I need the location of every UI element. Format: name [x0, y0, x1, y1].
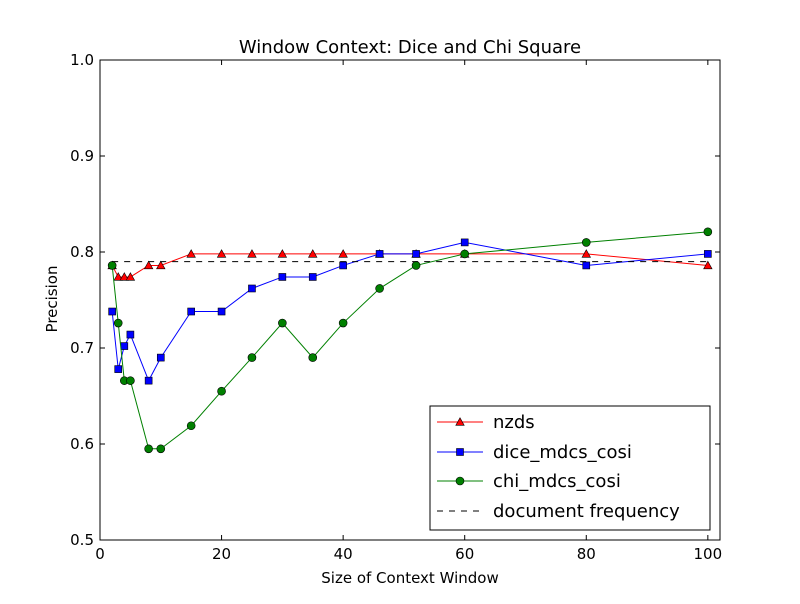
y-axis-label: Precision	[43, 266, 61, 333]
legend-marker	[456, 448, 464, 456]
data-point	[277, 249, 288, 258]
x-tick-label: 0	[95, 545, 105, 563]
data-point	[126, 330, 135, 339]
data-point	[704, 250, 712, 258]
data-point	[582, 261, 591, 270]
data-point	[114, 365, 123, 373]
data-point	[143, 260, 154, 270]
y-tick-label: 0.9	[70, 147, 94, 165]
data-point	[156, 353, 165, 362]
data-point	[186, 249, 196, 258]
data-point	[248, 284, 256, 293]
data-point	[108, 307, 116, 316]
data-point	[703, 260, 713, 270]
dice-mdcs-cosi-series	[108, 238, 712, 385]
data-point	[581, 238, 591, 247]
data-point	[278, 273, 287, 281]
data-point	[113, 272, 123, 281]
data-point	[308, 353, 318, 362]
data-point	[126, 376, 135, 385]
y-tick-label: 0.7	[70, 339, 94, 357]
data-point	[375, 284, 384, 293]
legend-label: dice_mdcs_cosi	[493, 442, 632, 463]
legend-label: document frequency	[493, 501, 680, 522]
data-point	[460, 238, 469, 247]
legend-label: nzds	[493, 412, 535, 433]
data-point	[186, 421, 196, 431]
data-point	[308, 273, 317, 281]
data-point	[120, 342, 129, 350]
y-tick-label: 0.6	[70, 435, 94, 453]
data-point	[412, 250, 420, 258]
y-tick-label: 0.5	[70, 531, 94, 549]
data-point	[338, 249, 348, 258]
data-point	[107, 261, 117, 270]
data-point	[460, 249, 470, 259]
x-tick-label: 20	[212, 545, 231, 563]
data-point	[338, 318, 348, 328]
legend-entry: dice_mdcs_cosi	[437, 442, 632, 463]
y-tick-label: 0.8	[70, 243, 94, 261]
data-point	[156, 444, 166, 454]
data-point	[247, 353, 257, 362]
data-point	[216, 249, 227, 258]
data-point	[308, 249, 318, 258]
data-point	[125, 272, 136, 281]
x-axis-label: Size of Context Window	[321, 569, 498, 587]
data-point	[144, 444, 153, 454]
legend-marker	[455, 417, 465, 426]
data-point	[119, 272, 130, 281]
legend-entry: chi_mdcs_cosi	[437, 471, 621, 492]
data-point	[581, 249, 591, 258]
data-point	[144, 376, 153, 385]
data-point	[278, 318, 287, 328]
plot-series	[107, 227, 713, 454]
x-tick-label: 80	[577, 545, 596, 563]
data-point	[247, 249, 257, 258]
chi-mdcs-cosi-series	[107, 227, 713, 454]
y-tick-label: 1.0	[70, 51, 94, 69]
chart-title: Window Context: Dice and Chi Square	[239, 37, 581, 58]
plot-frame	[99, 59, 721, 541]
legend: nzds dice_mdcs_cosi chi_mdcs_cosi document …	[429, 405, 711, 531]
legend-label: chi_mdcs_cosi	[493, 471, 621, 492]
legend-entry: document frequency	[437, 501, 680, 522]
data-point	[217, 307, 226, 316]
axis-ticks: 0 20 40 60 80 100 0.5 0.6 0.7 0.8 0.9 1.0	[70, 51, 722, 563]
data-point	[217, 386, 226, 396]
x-tick-label: 40	[334, 545, 353, 563]
legend-marker	[455, 476, 465, 486]
data-point	[156, 260, 166, 270]
data-point	[113, 318, 123, 328]
x-tick-label: 100	[694, 545, 723, 563]
x-tick-label: 60	[455, 545, 474, 563]
data-point	[187, 307, 195, 316]
data-point	[375, 250, 384, 258]
legend-box	[429, 405, 711, 531]
data-point	[703, 227, 713, 237]
data-point	[411, 261, 421, 270]
legend-entry: nzds	[437, 412, 535, 433]
data-point	[339, 261, 347, 270]
